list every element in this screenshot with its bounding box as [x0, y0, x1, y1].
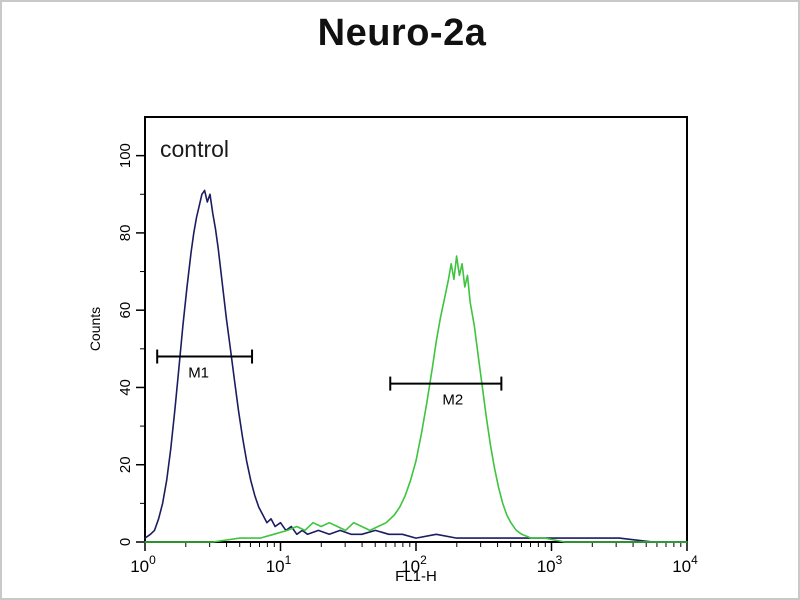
x-tick-label: 100: [130, 553, 156, 576]
x-tick-label: 101: [266, 553, 292, 576]
marker-label: M1: [188, 365, 209, 382]
chart-title: Neuro-2a: [317, 12, 487, 54]
marker-label: M2: [442, 392, 463, 409]
annotation-control: control: [160, 136, 230, 162]
y-tick-label: 0: [117, 538, 134, 546]
control-curve: [144, 189, 688, 543]
y-tick-label: 40: [117, 379, 134, 396]
plot-border: [144, 116, 688, 543]
y-tick-label: 100: [117, 143, 134, 168]
marker-M1: M1: [156, 349, 254, 382]
x-minor-ticks: [185, 542, 682, 547]
x-axis-label: FL1-H: [395, 568, 437, 585]
x-axis-ticks: 100 101 102 103 104: [130, 542, 698, 576]
x-tick-label: 102: [401, 553, 427, 576]
sample-curve: [144, 255, 688, 543]
y-tick-label: 60: [117, 302, 134, 319]
y-axis-ticks: 0 20 40 60 80 100: [117, 143, 145, 546]
y-tick-label: 80: [117, 225, 134, 242]
marker-M2: M2: [389, 376, 503, 409]
y-minor-ticks: [140, 193, 145, 504]
y-tick-label: 20: [117, 456, 134, 473]
x-tick-label: 103: [537, 553, 563, 576]
x-tick-label: 104: [672, 553, 698, 576]
